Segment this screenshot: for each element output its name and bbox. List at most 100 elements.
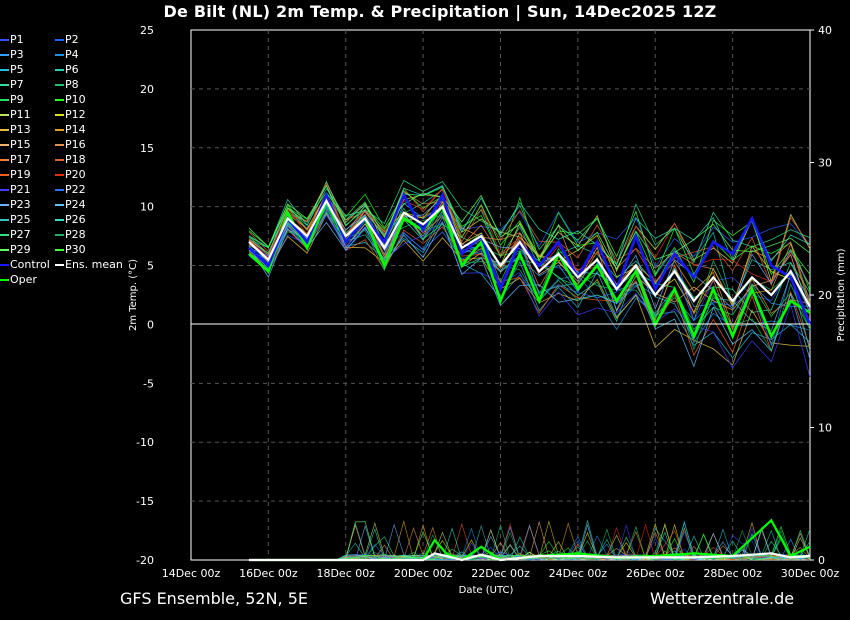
legend-label: P8 [65,78,79,91]
legend-swatch [55,54,64,56]
legend-swatch [0,84,9,86]
legend-entry: P21 [0,182,31,197]
y-tick-label: 25 [140,24,154,37]
legend-swatch [55,264,64,266]
member-line [248,209,811,347]
legend-swatch [55,144,64,146]
legend-swatch [0,174,9,176]
legend-swatch [55,204,64,206]
y-axis-label: 2m Temp. (°C) [128,259,139,331]
legend-entry: P24 [55,197,86,212]
member-line [248,214,811,378]
legend-swatch [55,99,64,101]
legend-entry: Oper [0,272,37,287]
legend-label: P6 [65,63,79,76]
legend-entry: P11 [0,107,31,122]
legend-label: P18 [65,153,86,166]
legend-label: P20 [65,168,86,181]
legend-label: P14 [65,123,86,136]
legend-entry: P8 [55,77,79,92]
x-tick-label: 24Dec 00z [549,567,608,580]
legend-entry: P27 [0,227,31,242]
legend-entry: P13 [0,122,31,137]
y-tick-label: 20 [140,83,154,96]
page-title: De Bilt (NL) 2m Temp. & Precipitation | … [163,2,717,21]
legend-label: P24 [65,198,86,211]
legend-swatch [0,54,9,56]
legend-label: P28 [65,228,86,241]
legend-swatch [55,189,64,191]
x-tick-label: 20Dec 00z [394,567,453,580]
legend-label: P2 [65,33,79,46]
legend-entry: P3 [0,47,24,62]
y2-tick-label: 0 [818,554,825,567]
y-tick-label: 5 [147,260,154,273]
x-tick-label: 28Dec 00z [703,567,762,580]
y-tick-label: 10 [140,201,154,214]
x-tick-label: 26Dec 00z [626,567,685,580]
member-line [248,181,811,287]
legend-entry: P10 [55,92,86,107]
x-axis-label: Date (UTC) [459,585,514,596]
y-tick-label: 15 [140,142,154,155]
x-tick-label: 16Dec 00z [239,567,298,580]
y2-axis-ticks: 40 30 20 10 0 [810,24,832,567]
legend-swatch [0,159,9,161]
legend-entry: P17 [0,152,31,167]
y2-tick-label: 20 [818,289,832,302]
legend-label: P27 [10,228,31,241]
legend-label: P30 [65,243,86,256]
legend-label: Control [10,258,50,271]
legend-label: Oper [10,273,37,286]
legend-entry: P20 [55,167,86,182]
series-line-ens-mean-precipitation [249,552,811,562]
legend-entry: P9 [0,92,24,107]
legend-entry: P30 [55,242,86,257]
legend-label: P17 [10,153,31,166]
legend-label: P12 [65,108,86,121]
legend-swatch [0,129,9,131]
legend-label: P5 [10,63,24,76]
y-tick-label: -5 [143,377,154,390]
legend-label: P19 [10,168,31,181]
legend-label: P25 [10,213,31,226]
legend-entry: P25 [0,212,31,227]
legend-entry: P1 [0,32,24,47]
legend-entry: P15 [0,137,31,152]
legend-swatch [0,219,9,221]
legend-swatch [0,114,9,116]
legend-label: P3 [10,48,24,61]
legend-entry: P14 [55,122,86,137]
legend-label: P13 [10,123,31,136]
x-tick-label: 18Dec 00z [316,567,375,580]
legend-label: P15 [10,138,31,151]
x-tick-label: 14Dec 00z [162,567,221,580]
legend-entry: P23 [0,197,31,212]
legend-entry: P4 [55,47,79,62]
legend-label: P4 [65,48,79,61]
y-tick-label: 0 [147,318,154,331]
y2-axis-label: Precipitation (mm) [836,248,847,341]
legend-entry: P6 [55,62,79,77]
legend-swatch [55,69,64,71]
legend-swatch [55,84,64,86]
y-tick-label: -15 [136,495,154,508]
legend-entry: P28 [55,227,86,242]
legend-label: P21 [10,183,31,196]
x-tick-label: 30Dec 00z [781,567,840,580]
legend-swatch [0,39,9,41]
y2-tick-label: 40 [818,24,832,37]
y-axis-ticks: 25 20 15 10 5 0 -5 -10 -15 -20 [136,24,154,567]
member-line [248,179,811,266]
member-line [248,185,811,266]
legend-label: P26 [65,213,86,226]
member-line [248,185,811,270]
highlighted-series [248,191,812,562]
legend-entry: Control [0,257,50,272]
legend-label: P7 [10,78,24,91]
legend-entry: P18 [55,152,86,167]
x-axis-ticks: 14Dec 00z 16Dec 00z 18Dec 00z 20Dec 00z 22De… [162,567,840,580]
legend-swatch [0,69,9,71]
legend-entry: P5 [0,62,24,77]
legend-label: P10 [65,93,86,106]
